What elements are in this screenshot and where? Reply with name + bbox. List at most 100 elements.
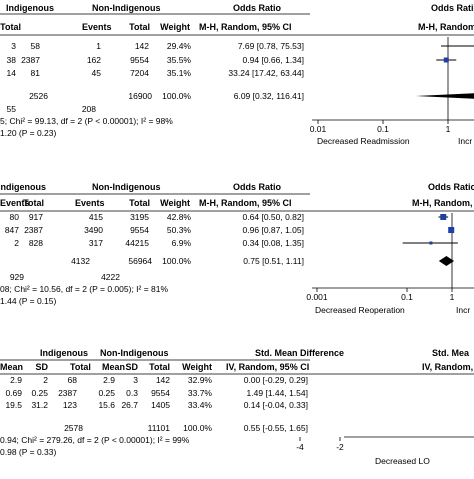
row-ci-text: 7.69 [0.78, 75.53] [238, 41, 304, 51]
group-header-non-indigenous: Non-Indigenous [100, 348, 169, 358]
col-events-2: Events [82, 22, 112, 32]
favours-right-label: Incr [458, 136, 472, 146]
col-total-2: Total [149, 362, 170, 372]
row-total-1: 2387 [24, 225, 43, 235]
row-total-1: 123 [63, 400, 77, 410]
row-total-1: 828 [29, 238, 43, 248]
group-header-non-indigenous: Non-Indigenous [92, 182, 161, 192]
col-total-2: Total [129, 198, 150, 208]
total-n2: 56964 [128, 256, 152, 266]
row-ci-text: 0.00 [-0.29, 0.29] [244, 375, 308, 385]
row-total-2: 142 [135, 41, 149, 51]
row-sd-2: 0.3 [126, 388, 138, 398]
row-weight: 29.4% [167, 41, 192, 51]
row-total-2: 9554 [130, 55, 149, 65]
x-tick-label: 0.1 [401, 292, 413, 302]
row-weight: 6.9% [172, 238, 192, 248]
row-events-1: 38 [7, 55, 17, 65]
row-ci-text: 1.49 [1.44, 1.54] [247, 388, 308, 398]
plot-subheader: M-H, Random, 95% CI [418, 22, 474, 32]
total-n2: 11101 [148, 423, 171, 433]
row-mean-1: 2.9 [10, 375, 22, 385]
col-weight: Weight [160, 198, 190, 208]
row-events-1: 2 [14, 238, 19, 248]
summary-diamond [438, 256, 455, 266]
group-header-non-indigenous: Non-Indigenous [92, 3, 161, 13]
row-weight: 35.5% [167, 55, 192, 65]
row-total-2: 44215 [125, 238, 149, 248]
effect-header: Odds Ratio [233, 182, 282, 192]
plot-header: Odds Ratio [428, 182, 474, 192]
row-ci-text: 33.24 [17.42, 63.44] [228, 68, 304, 78]
row-mean-2: 2.9 [103, 375, 115, 385]
x-tick-label: 0.001 [306, 292, 328, 302]
plot-header: Std. Mea [432, 348, 470, 358]
x-tick-label: 0.01 [310, 124, 327, 134]
effect-header: Std. Mean Difference [255, 348, 344, 358]
total-n1: 2526 [29, 91, 48, 101]
group-header-indigenous: Indigenous [40, 348, 88, 358]
row-events-2: 317 [89, 238, 103, 248]
row-sd-2: 3 [133, 375, 138, 385]
row-events-1: 847 [5, 225, 19, 235]
plot-subheader: M-H, Random, 9 [412, 198, 474, 208]
col-events-2: Events [75, 198, 105, 208]
col-total-1: Total [70, 362, 91, 372]
row-total-2: 1405 [151, 400, 170, 410]
study-marker [440, 214, 447, 220]
total-n1: 2578 [64, 423, 83, 433]
overall-effect-text: 1.20 (P = 0.23) [0, 128, 56, 138]
row-total-2: 142 [156, 375, 170, 385]
row-total-1: 2387 [21, 55, 40, 65]
col-weight: Weight [160, 22, 190, 32]
row-total-1: 68 [68, 375, 78, 385]
row-events-2: 415 [89, 212, 103, 222]
row-sd-1: 2 [43, 375, 48, 385]
row-weight: 33.4% [188, 400, 213, 410]
col-total-1: Total [0, 22, 21, 32]
x-tick-label: 1 [446, 124, 451, 134]
total-n2: 16900 [128, 91, 152, 101]
row-ci-text: 0.64 [0.50, 0.82] [243, 212, 304, 222]
favours-left-label: Decreased Readmission [317, 136, 410, 146]
col-weight: Weight [182, 362, 212, 372]
x-tick-label: 0.1 [377, 124, 389, 134]
heterogeneity-text: 0.94; Chi² = 279.26, df = 2 (P < 0.00001… [0, 435, 190, 445]
events-total-2: 4222 [101, 272, 120, 282]
row-total-2: 9554 [151, 388, 170, 398]
row-events-2: 3490 [84, 225, 103, 235]
row-events-1: 3 [11, 41, 16, 51]
row-total-2: 7204 [130, 68, 149, 78]
x-tick-label: 1 [450, 292, 455, 302]
total-n1: 4132 [71, 256, 90, 266]
row-events-1: 14 [7, 68, 17, 78]
effect-header: Odds Ratio [233, 3, 282, 13]
row-mean-2: 15.6 [98, 400, 115, 410]
effect-subheader: IV, Random, 95% CI [226, 362, 309, 372]
x-tick-label: -2 [336, 442, 344, 452]
row-events-2: 1 [96, 41, 101, 51]
x-tick-label: -4 [296, 442, 304, 452]
group-header-indigenous: Indigenous [0, 182, 46, 192]
heterogeneity-text: 08; Chi² = 10.56, df = 2 (P = 0.005); I²… [0, 284, 168, 294]
plot-header: Odds Ratio [431, 3, 474, 13]
favours-right-label: Incr [456, 305, 470, 315]
row-total-1: 81 [31, 68, 41, 78]
row-mean-1: 0.69 [5, 388, 22, 398]
row-sd-1: 31.2 [31, 400, 48, 410]
row-weight: 35.1% [167, 68, 192, 78]
events-total-1: 55 [7, 104, 17, 114]
events-total-2: 208 [82, 104, 96, 114]
plot-subheader: IV, Random, 9 [422, 362, 474, 372]
col-sd-2: SD [125, 362, 138, 372]
total-weight: 100.0% [162, 91, 191, 101]
total-ci-text: 0.55 [-0.55, 1.65] [244, 423, 308, 433]
row-total-1: 917 [29, 212, 43, 222]
events-total-1: 929 [10, 272, 24, 282]
col-total-2: Total [129, 22, 150, 32]
study-marker [443, 57, 449, 63]
row-sd-1: 0.25 [31, 388, 48, 398]
row-total-1: 58 [31, 41, 41, 51]
row-mean-2: 0.25 [98, 388, 115, 398]
